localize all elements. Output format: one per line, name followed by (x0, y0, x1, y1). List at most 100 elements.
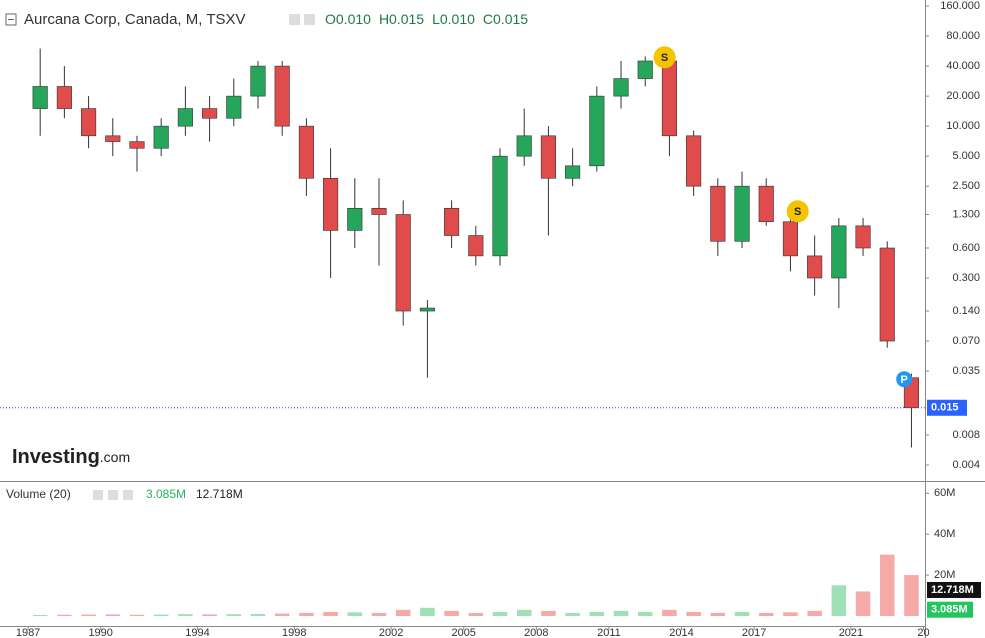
candle-body (226, 95, 242, 119)
candle-body (686, 135, 702, 187)
volume-bar (105, 614, 121, 616)
y-tick-label: 0.035 (952, 365, 980, 377)
volume-bar (565, 612, 580, 616)
candle-body (879, 247, 895, 342)
ohlc-values: O0.010 H0.015 L0.010 C0.015 (325, 11, 528, 27)
ohlc-value: O0.010 (325, 11, 371, 27)
candle-body (153, 125, 169, 149)
volume-bar (202, 614, 217, 616)
volume-last-badge (927, 601, 973, 618)
y-tick-label: 0.140 (952, 305, 980, 317)
y-tick-label: 0.004 (952, 459, 980, 471)
x-tick-label: 1998 (282, 627, 306, 638)
y-tick-label: 0.070 (952, 335, 980, 347)
icon[interactable] (108, 490, 118, 500)
candle-body (637, 60, 653, 79)
event-marker (896, 371, 913, 388)
x-tick-label: 1990 (88, 627, 112, 638)
x-tick-label: 2008 (524, 627, 548, 638)
volume-bar (323, 611, 338, 616)
volume-bar (879, 554, 895, 616)
candle-body (274, 65, 290, 127)
candle-body (661, 60, 677, 137)
volume-bar (516, 609, 532, 616)
y-tick-label: 40.000 (946, 60, 980, 72)
x-tick-label: 2021 (839, 627, 863, 638)
candle-body (734, 185, 750, 242)
event-marker (786, 200, 809, 223)
volume-bar (904, 575, 919, 616)
candle-body (105, 135, 121, 142)
volume-bar (129, 614, 145, 616)
volume-y-tick-label: 60M (934, 487, 955, 499)
icon[interactable] (289, 14, 300, 25)
icon[interactable] (304, 14, 315, 25)
volume-bar (589, 611, 605, 616)
volume-bar (395, 609, 411, 616)
y-tick-label: 2.500 (952, 180, 980, 192)
y-tick-label: 0.008 (952, 429, 980, 441)
candle-body (419, 307, 435, 312)
candle-body (56, 86, 72, 109)
candle-body (758, 185, 774, 223)
volume-bar (686, 611, 701, 616)
volume-y-tick-label: 20M (934, 569, 955, 581)
candle-body (371, 208, 387, 215)
x-tick-label: 2005 (451, 627, 475, 638)
y-tick-label: 0.600 (952, 242, 980, 254)
candle-body (32, 86, 48, 109)
volume-ma-badge (927, 581, 981, 598)
candle-body (613, 78, 629, 97)
volume-title: Volume (20) (6, 487, 71, 501)
volume-bar (420, 607, 435, 616)
candle-body (831, 225, 847, 279)
candle-body (468, 235, 484, 257)
logo-text: Investing (12, 446, 100, 468)
volume-y-tick-label: 40M (934, 528, 955, 540)
candle-body (807, 255, 823, 279)
volume-bar (178, 614, 193, 616)
ohlc-value: H0.015 (379, 11, 424, 27)
icon[interactable] (123, 490, 133, 500)
chart-title: Aurcana Corp, Canada, M, TSXV (24, 11, 246, 28)
volume-bar (371, 612, 387, 616)
event-marker-label: P (901, 374, 908, 386)
candle-body (565, 165, 581, 179)
y-tick-label: 80.000 (946, 30, 980, 42)
icon[interactable] (93, 490, 103, 500)
logo-suffix: .com (100, 449, 130, 465)
x-tick-label: 20 (917, 627, 929, 638)
event-marker (653, 46, 676, 69)
x-tick-label: 2011 (597, 627, 621, 638)
y-tick-label: 10.000 (946, 120, 980, 132)
x-tick-label: 2002 (379, 627, 403, 638)
candle-body (444, 208, 460, 236)
volume-ma-last: 12.718M (196, 487, 243, 501)
y-tick-label: 1.300 (952, 208, 980, 220)
volume-bar (81, 614, 96, 616)
volume-bar (637, 611, 653, 616)
collapse-icon[interactable] (5, 13, 17, 26)
volume-ma-badge-label: 12.718M (931, 584, 974, 596)
volume-bar (57, 614, 72, 616)
candle-body (782, 221, 798, 257)
volume-bar (226, 614, 242, 616)
ohlc-value: C0.015 (483, 11, 528, 27)
last-price-label: 0.015 (931, 402, 959, 414)
volume-bar (783, 612, 798, 616)
volume-bar (250, 613, 266, 616)
volume-bar (468, 612, 484, 616)
y-tick-label: 5.000 (952, 150, 980, 162)
y-tick-label: 20.000 (946, 90, 980, 102)
candle-body (710, 185, 726, 242)
candle-body (129, 141, 145, 149)
logo: Investing.com (12, 446, 130, 468)
candle-body (202, 108, 218, 119)
candle-body (347, 208, 363, 231)
candle-body (589, 95, 605, 167)
volume-bar (831, 585, 847, 616)
volume-last-badge-label: 3.085M (931, 604, 968, 616)
candle-body (492, 155, 508, 257)
volume-bar (855, 591, 871, 616)
candle-body (395, 214, 411, 312)
